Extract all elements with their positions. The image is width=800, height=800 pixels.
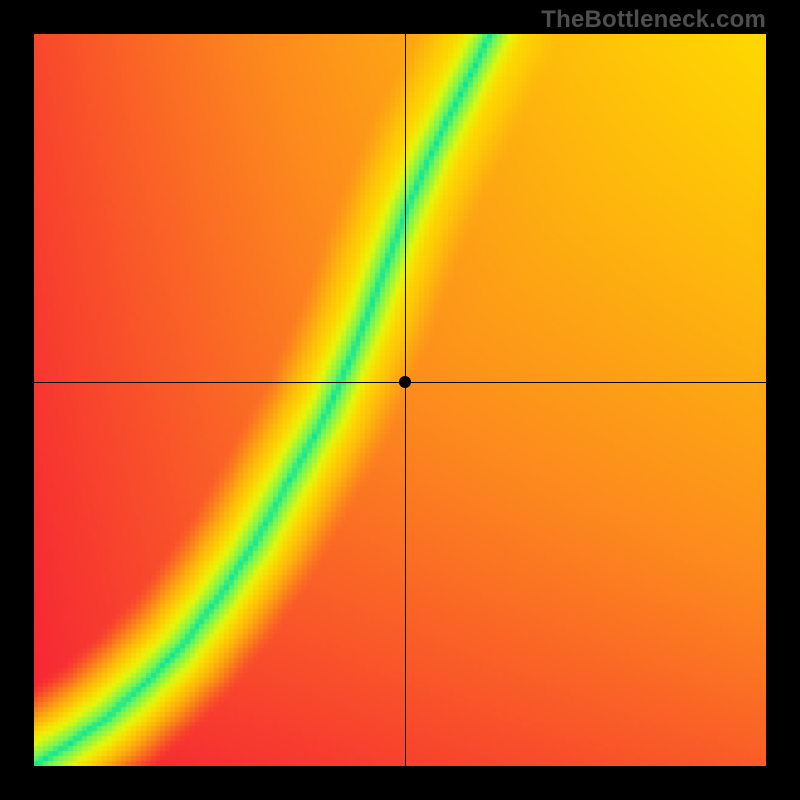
- heatmap-canvas: [34, 34, 766, 766]
- chart-frame: TheBottleneck.com: [0, 0, 800, 800]
- selection-marker: [399, 376, 411, 388]
- watermark-text: TheBottleneck.com: [541, 6, 766, 34]
- heatmap-plot: [34, 34, 766, 766]
- crosshair-vertical: [405, 34, 406, 766]
